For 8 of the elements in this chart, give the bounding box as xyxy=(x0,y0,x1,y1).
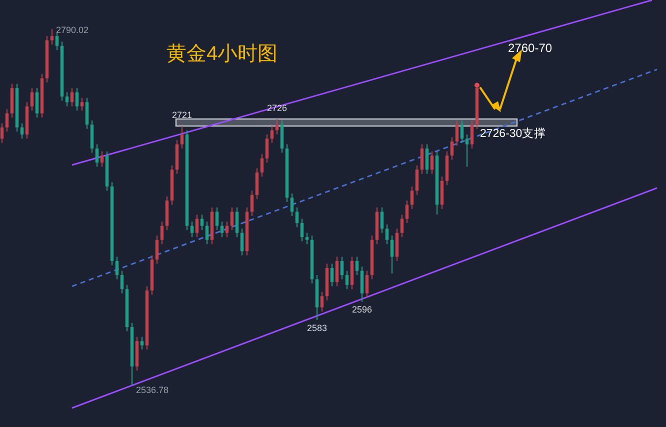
annotation: 2583 xyxy=(306,323,328,334)
annotation: 2721 xyxy=(172,110,192,120)
title: 黄金4小时图 xyxy=(166,43,278,65)
annotation: 2536.78 xyxy=(136,385,169,395)
annotation: 2790.02 xyxy=(56,25,89,35)
annotation: 2760-70 xyxy=(508,41,552,55)
annotation: 2596 xyxy=(352,304,372,315)
annotation: 2726-30支撑 xyxy=(480,128,546,140)
